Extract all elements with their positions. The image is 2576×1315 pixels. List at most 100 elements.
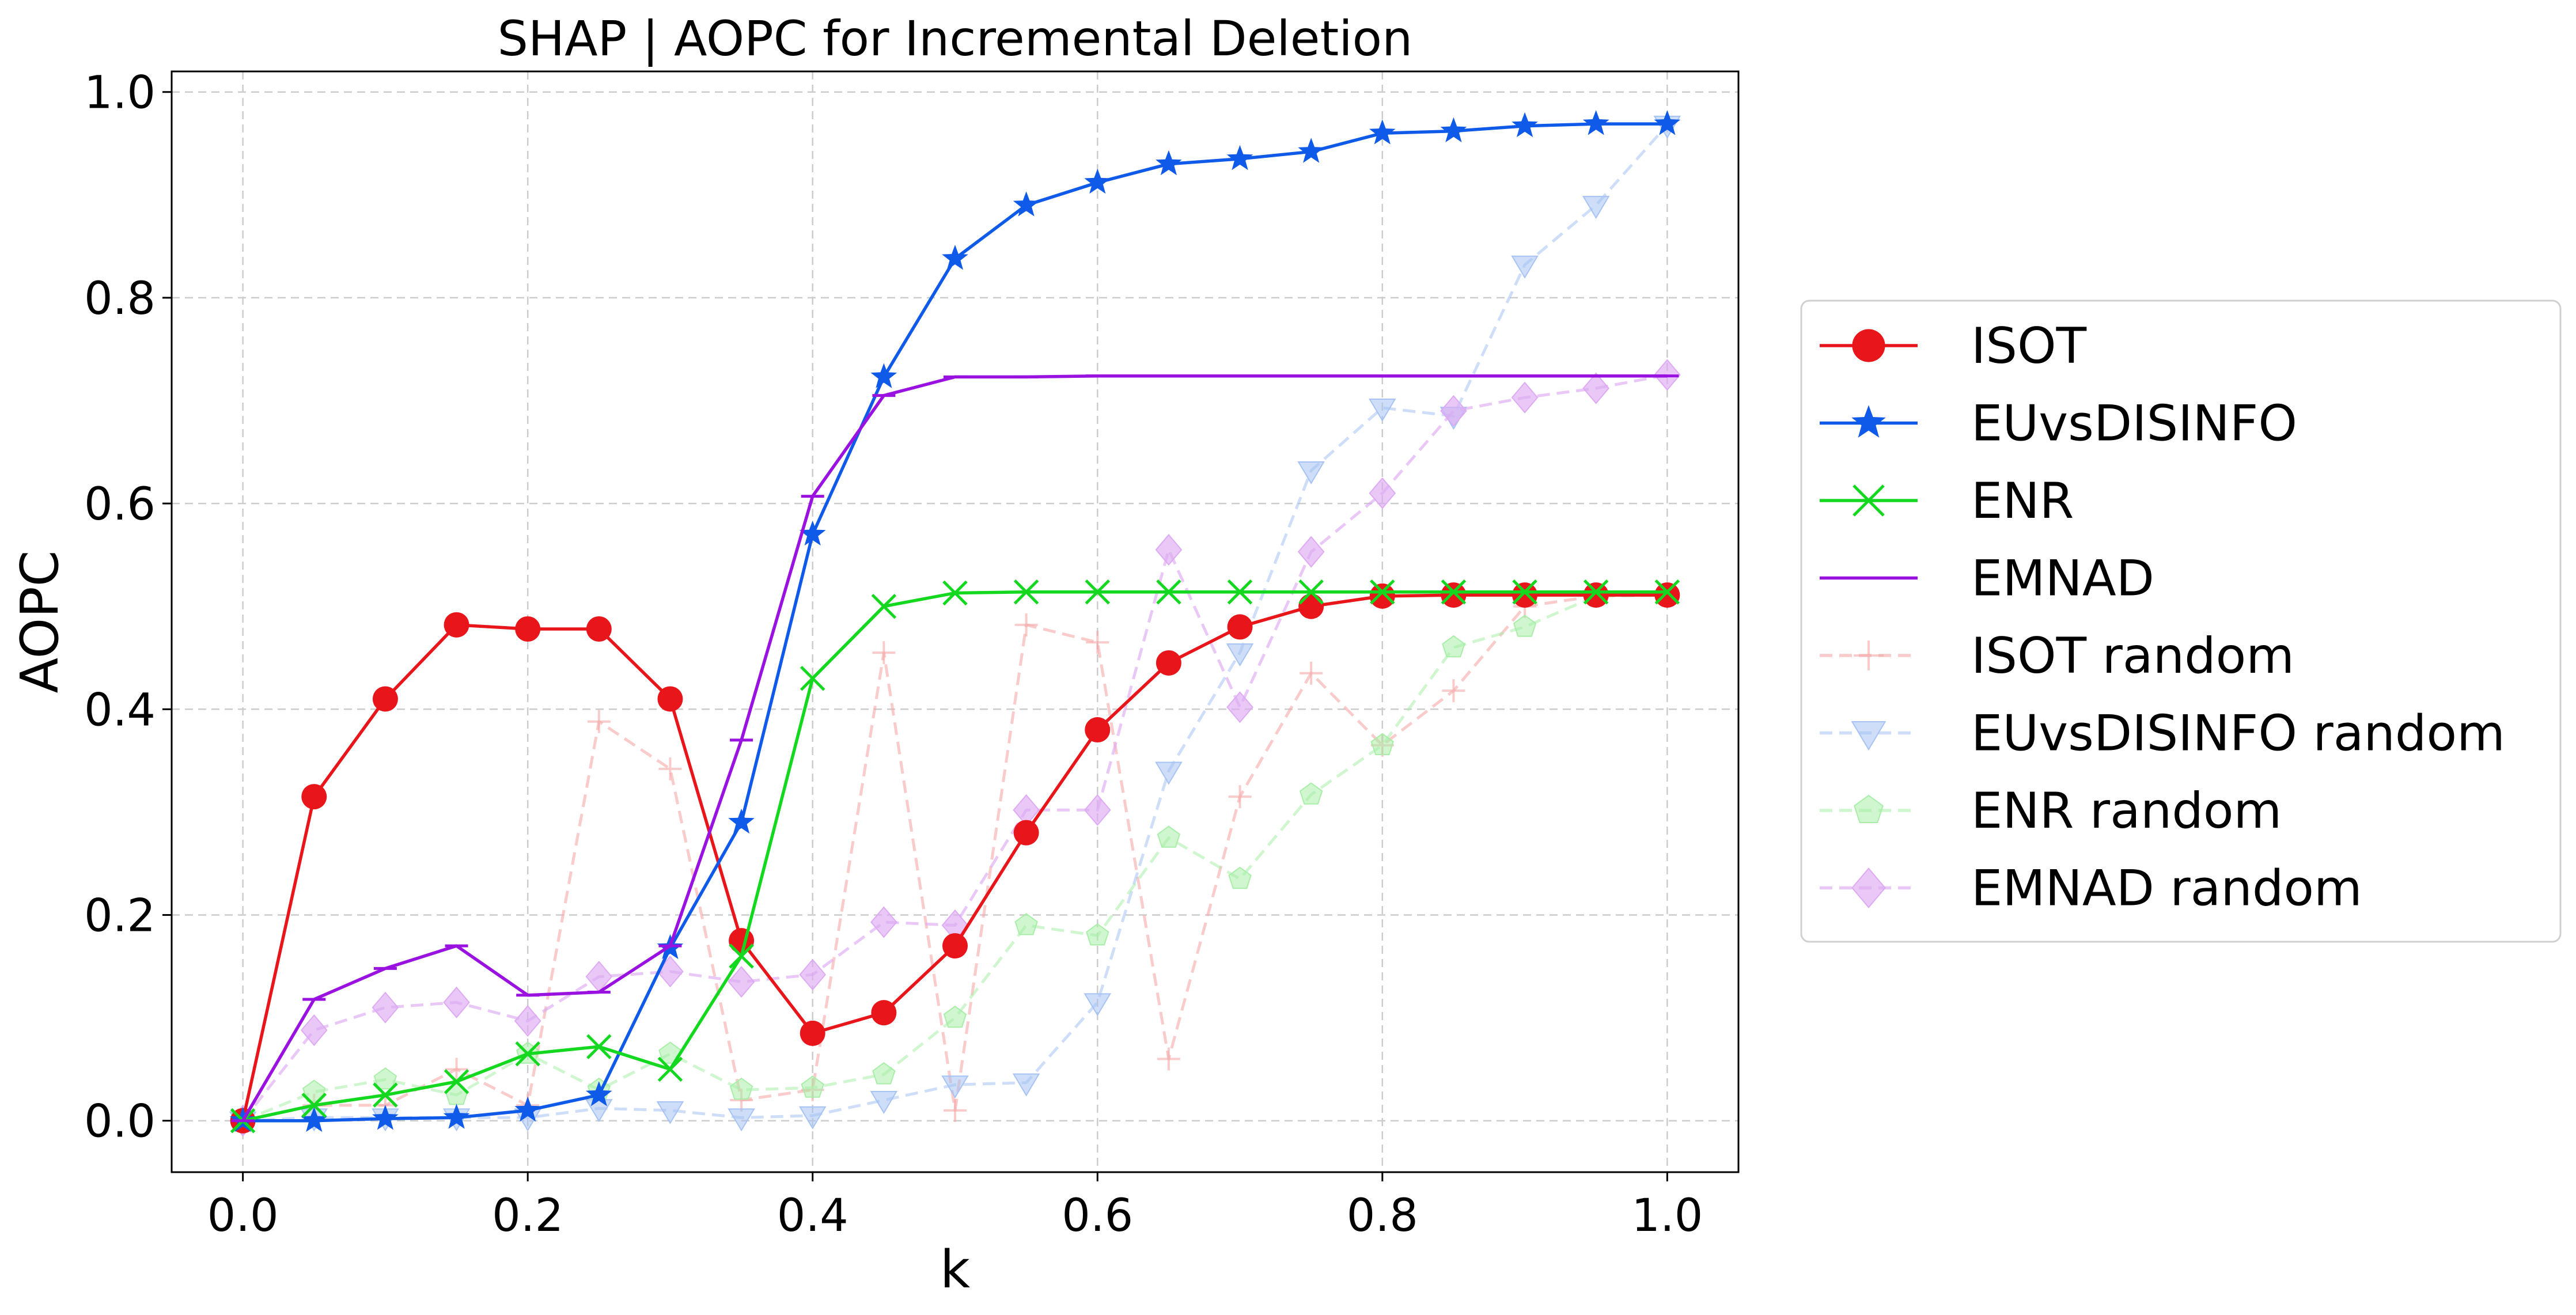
data-point-enr: [1227, 579, 1253, 605]
data-point-isot-random: [587, 710, 611, 733]
data-point-enr: [1441, 579, 1467, 605]
data-point-euvsdisinfo: [443, 1104, 470, 1129]
data-point-emnad-random: [1226, 691, 1253, 723]
data-point-enr-random: [1370, 733, 1394, 755]
data-point-isot: [1156, 650, 1181, 676]
data-point-isot: [301, 784, 327, 810]
data-point-isot: [1298, 593, 1324, 619]
data-point-enr-random: [872, 1062, 896, 1085]
data-point-euvsdisinfo: [1369, 119, 1396, 145]
data-point-enr-random: [1513, 615, 1537, 637]
data-point-euvsdisinfo: [1226, 145, 1253, 170]
legend-label-enr-random: ENR random: [1971, 782, 2282, 840]
legend-marker-enr-random: [1854, 794, 1884, 823]
legend-marker-emnad-random: [1851, 867, 1886, 908]
grid-lines: [172, 71, 1738, 1172]
data-point-euvsdisinfo: [728, 808, 755, 834]
data-point-isot: [800, 1020, 825, 1046]
data-point-enr: [942, 580, 968, 606]
data-point-isot: [1085, 717, 1111, 743]
legend-entry-euvsdisinfo-random: EUvsDISINFO random: [1820, 705, 2505, 763]
data-point-enr: [373, 1082, 398, 1108]
data-point-euvsdisinfo-random: [1582, 196, 1610, 219]
y-tick-label: 1.0: [84, 67, 156, 119]
legend-entry-enr: ENR: [1820, 472, 2074, 530]
legend-entry-enr-random: ENR random: [1820, 782, 2282, 840]
data-point-isot: [657, 686, 683, 712]
data-point-isot-random: [944, 1098, 967, 1122]
data-point-euvsdisinfo-random: [798, 1106, 827, 1130]
data-point-enr-random: [943, 1005, 967, 1028]
data-point-enr: [1085, 579, 1111, 605]
y-tick-label: 0.0: [84, 1096, 156, 1148]
series-layer: [229, 110, 1681, 1137]
series-emnad-random: [229, 359, 1681, 1137]
data-point-euvsdisinfo: [1511, 112, 1538, 138]
x-tick-label: 1.0: [1631, 1190, 1703, 1242]
data-point-emnad-random: [1155, 533, 1183, 566]
data-point-enr: [729, 943, 754, 969]
data-point-euvsdisinfo: [514, 1096, 541, 1122]
data-point-emnad-random: [1369, 477, 1396, 509]
data-point-euvsdisinfo: [1013, 191, 1040, 217]
legend-label-enr: ENR: [1971, 472, 2074, 530]
data-point-enr: [1583, 579, 1609, 605]
data-point-isot-random: [445, 1058, 468, 1081]
data-point-euvsdisinfo: [942, 245, 968, 270]
legend-label-euvsdisinfo: EUvsDISINFO: [1971, 395, 2297, 453]
y-tick-label: 0.2: [84, 890, 156, 942]
data-point-enr: [1654, 579, 1680, 605]
data-point-isot: [1654, 582, 1680, 608]
data-point-enr-random: [302, 1079, 326, 1102]
data-point-emnad-random: [514, 1005, 541, 1037]
data-point-enr: [301, 1093, 327, 1118]
data-point-isot: [444, 612, 469, 638]
data-point-euvsdisinfo-random: [941, 1075, 969, 1099]
legend-entry-isot: ISOT: [1820, 317, 2087, 375]
data-point-enr: [800, 665, 825, 691]
legend-marker-enr: [1853, 484, 1885, 517]
data-point-euvsdisinfo: [1654, 110, 1681, 135]
data-point-isot-random: [1014, 613, 1038, 636]
data-point-enr: [515, 1041, 540, 1067]
legend-marker-isot: [1852, 329, 1885, 362]
data-point-euvsdisinfo: [301, 1106, 328, 1132]
data-point-isot: [515, 616, 541, 642]
y-tick-label: 0.6: [84, 479, 156, 530]
legend-marker-euvsdisinfo: [1851, 405, 1886, 438]
legend-marker-isot-random: [1854, 641, 1884, 670]
data-point-isot: [871, 1000, 897, 1026]
data-point-enr: [657, 1056, 683, 1082]
data-point-euvsdisinfo-random: [1369, 399, 1396, 422]
data-point-euvsdisinfo: [372, 1105, 399, 1130]
data-point-emnad-random: [372, 991, 399, 1024]
data-point-emnad-random: [443, 986, 470, 1018]
legend-label-emnad-random: EMNAD random: [1971, 860, 2362, 918]
data-point-isot: [729, 928, 755, 954]
data-point-enr: [1512, 579, 1537, 605]
data-point-euvsdisinfo: [1440, 117, 1467, 142]
chart-title: SHAP | AOPC for Incremental Deletion: [498, 10, 1413, 67]
data-point-isot: [1227, 614, 1253, 640]
data-point-enr-random: [1014, 913, 1038, 935]
data-point-enr: [1156, 579, 1181, 605]
data-point-enr-random: [1442, 635, 1465, 658]
data-point-enr: [1013, 579, 1039, 605]
data-point-isot-random: [1442, 679, 1465, 703]
data-point-enr-random: [1157, 825, 1181, 848]
data-point-isot-random: [872, 641, 896, 665]
x-tick-label: 0.8: [1347, 1190, 1418, 1242]
data-point-emnad-random: [1084, 794, 1111, 826]
data-point-emnad-random: [1440, 395, 1467, 427]
data-point-euvsdisinfo-random: [1297, 461, 1325, 484]
data-point-euvsdisinfo-random: [870, 1090, 898, 1114]
data-point-isot-random: [1086, 631, 1109, 654]
legend-box: [1800, 300, 2562, 943]
data-point-emnad-random: [300, 1014, 328, 1047]
x-tick-label: 0.4: [777, 1190, 848, 1242]
data-point-enr-random: [1086, 923, 1109, 946]
legend-entry-euvsdisinfo: EUvsDISINFO: [1820, 395, 2297, 453]
series-emnad: [231, 374, 1679, 1123]
data-point-euvsdisinfo: [870, 363, 897, 388]
